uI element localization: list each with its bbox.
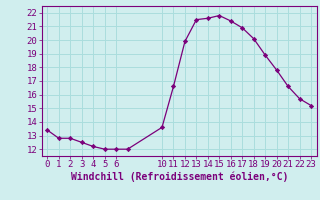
X-axis label: Windchill (Refroidissement éolien,°C): Windchill (Refroidissement éolien,°C)	[70, 172, 288, 182]
